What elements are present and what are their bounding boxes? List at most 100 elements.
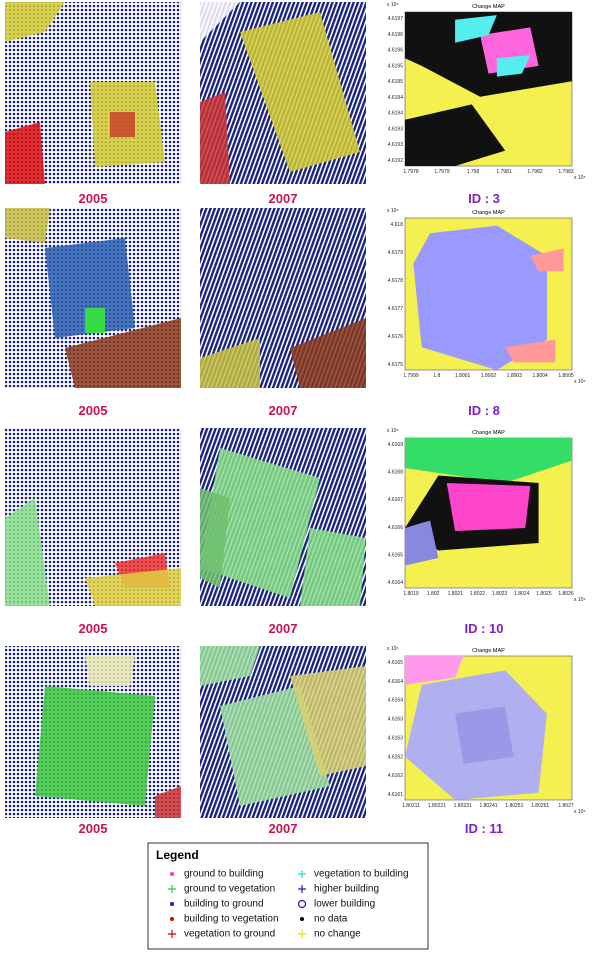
legend-label: no data	[314, 914, 348, 925]
legend-label: no change	[314, 929, 361, 940]
x-tick-label: 1.80261	[531, 803, 549, 809]
y-tick-label: 4.6161	[388, 792, 404, 798]
x-tick-label: 1.8021	[448, 591, 464, 597]
y-tick-label: 4.618	[390, 222, 403, 228]
y-tick-label: 4.6175	[388, 362, 404, 368]
y-tick-label: 4.6166	[388, 525, 404, 531]
caption: ID : 10	[464, 621, 503, 636]
y-tick-label: 4.6196	[388, 48, 404, 54]
caption: ID : 3	[468, 191, 500, 206]
y-tick-label: 4.6164	[388, 679, 404, 685]
caption: 2005	[79, 821, 108, 836]
x-tick-label: 1.8003	[507, 373, 523, 379]
x-tick-label: 1.8	[433, 373, 440, 379]
x-exponent: x 10⁵	[574, 809, 586, 815]
y-tick-label: 4.6196	[388, 32, 404, 38]
x-tick-label: 1.80211	[402, 803, 420, 809]
caption: 2007	[269, 821, 298, 836]
y-tick-label: 4.6193	[388, 126, 404, 132]
legend-marker	[170, 872, 174, 876]
change-region	[447, 483, 531, 531]
x-exponent: x 10⁵	[574, 597, 586, 603]
y-tick-label: 4.6177	[388, 306, 404, 312]
x-tick-label: 1.8005	[558, 373, 574, 379]
y-tick-label: 4.6194	[388, 111, 404, 117]
x-tick-label: 1.7983	[558, 169, 574, 175]
legend-label: building to vegetation	[184, 914, 279, 925]
caption: 2005	[79, 403, 108, 418]
y-tick-label: 4.6162	[388, 754, 404, 760]
y-tick-label: 4.6179	[388, 250, 404, 256]
roof-region	[85, 656, 135, 686]
x-tick-label: 1.8026	[558, 591, 574, 597]
x-tick-label: 1.802	[427, 591, 440, 597]
y-exponent: x 10⁶	[387, 2, 399, 8]
x-tick-label: 1.7978	[403, 169, 419, 175]
x-tick-label: 1.7999	[403, 373, 419, 379]
map-title: Change MAP	[472, 210, 505, 216]
y-tick-label: 4.6164	[388, 580, 404, 586]
y-tick-label: 4.6162	[388, 773, 404, 779]
x-tick-label: 1.8023	[492, 591, 508, 597]
x-tick-label: 1.8004	[533, 373, 549, 379]
roof-region	[300, 528, 366, 606]
x-tick-label: 1.8027	[558, 803, 574, 809]
y-tick-label: 4.6195	[388, 63, 404, 69]
legend-marker	[170, 902, 174, 906]
y-exponent: x 10⁶	[387, 428, 399, 434]
legend-label: vegetation to building	[314, 869, 409, 880]
y-tick-label: 4.6163	[388, 735, 404, 741]
y-exponent: x 10⁶	[387, 208, 399, 214]
legend-label: lower building	[314, 899, 375, 910]
roof-region	[85, 308, 105, 333]
y-tick-label: 4.6176	[388, 334, 404, 340]
x-tick-label: 1.80231	[454, 803, 472, 809]
x-tick-label: 1.8022	[470, 591, 486, 597]
legend-marker	[300, 917, 304, 921]
y-tick-label: 4.6164	[388, 698, 404, 704]
y-tick-label: 4.6169	[388, 442, 404, 448]
y-tick-label: 4.6194	[388, 95, 404, 101]
change-region	[455, 706, 513, 764]
map-title: Change MAP	[472, 430, 505, 436]
y-tick-label: 4.6193	[388, 142, 404, 148]
caption: ID : 8	[468, 403, 500, 418]
legend-label: higher building	[314, 884, 379, 895]
x-tick-label: 1.798	[467, 169, 480, 175]
roof-region	[5, 208, 50, 243]
map-title: Change MAP	[472, 648, 505, 654]
x-tick-label: 1.80241	[479, 803, 497, 809]
roof-region	[5, 122, 45, 184]
y-tick-label: 4.6195	[388, 79, 404, 85]
x-exponent: x 10⁵	[574, 175, 586, 181]
y-tick-label: 4.6165	[388, 660, 404, 666]
figure: Legend Change MAP4.61974.61964.61964.619…	[0, 0, 597, 953]
x-tick-label: 1.80221	[428, 803, 446, 809]
caption: 2007	[269, 191, 298, 206]
y-exponent: x 10⁶	[387, 646, 399, 652]
roof-region	[110, 112, 135, 137]
map-title: Change MAP	[472, 4, 505, 10]
y-tick-label: 4.6163	[388, 717, 404, 723]
y-tick-label: 4.6167	[388, 497, 404, 503]
x-tick-label: 1.8025	[536, 591, 552, 597]
caption: 2005	[79, 621, 108, 636]
legend-label: ground to vegetation	[184, 884, 275, 895]
y-tick-label: 4.6168	[388, 470, 404, 476]
legend-label: building to ground	[184, 899, 264, 910]
x-tick-label: 1.8002	[481, 373, 497, 379]
x-exponent: x 10⁵	[574, 379, 586, 385]
caption: 2005	[79, 191, 108, 206]
y-tick-label: 4.6165	[388, 552, 404, 558]
roof-region	[200, 92, 230, 184]
y-tick-label: 4.6197	[388, 16, 404, 22]
caption: 2007	[269, 621, 298, 636]
legend-label: vegetation to ground	[184, 929, 275, 940]
x-tick-label: 1.8001	[455, 373, 471, 379]
y-tick-label: 4.6178	[388, 278, 404, 284]
caption: ID : 11	[465, 821, 503, 836]
x-tick-label: 1.7979	[434, 169, 450, 175]
x-tick-label: 1.8024	[514, 591, 530, 597]
caption: 2007	[269, 403, 298, 418]
legend-label: ground to building	[184, 869, 264, 880]
